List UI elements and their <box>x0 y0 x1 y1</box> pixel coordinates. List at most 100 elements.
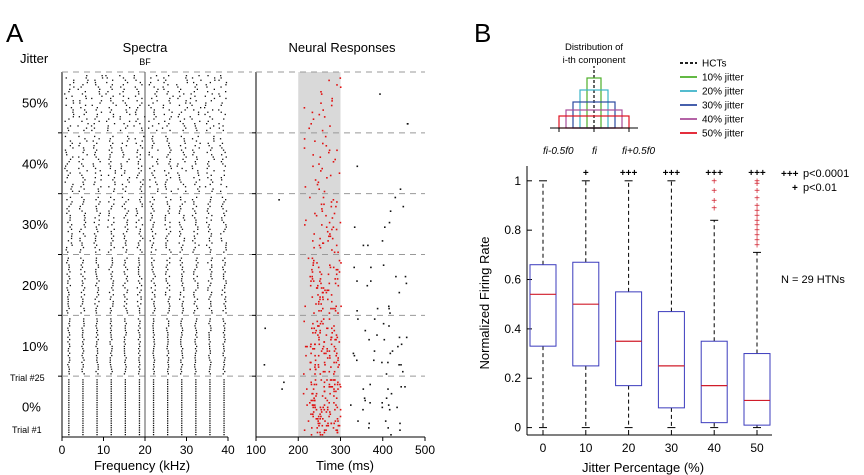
spectral-dot <box>110 418 112 420</box>
spectral-dot <box>110 296 112 298</box>
spectral-dot <box>96 350 99 352</box>
spectral-dot <box>223 118 225 120</box>
spectral-dot <box>83 373 85 375</box>
stim-spike <box>328 370 331 373</box>
spectral-dot <box>165 188 167 190</box>
spectral-dot <box>98 93 101 95</box>
spectral-dot <box>115 104 117 106</box>
outlier-marker: + <box>711 176 717 187</box>
spectral-dot <box>110 310 112 312</box>
spectral-dot <box>93 242 95 244</box>
spectral-dot <box>68 291 70 294</box>
spectral-dot <box>121 149 123 151</box>
spectral-dot <box>210 303 212 305</box>
spectral-dot <box>137 305 139 307</box>
spectral-dot <box>82 147 85 149</box>
spectral-dot <box>91 97 93 100</box>
spectral-dot <box>225 312 227 314</box>
stim-spike <box>314 354 316 357</box>
spectral-dot <box>124 102 126 104</box>
spectral-dot <box>209 404 211 406</box>
spectral-dot <box>125 244 127 246</box>
spectral-dot <box>110 390 112 392</box>
spectral-dot <box>206 244 208 246</box>
spectral-dot <box>120 165 123 167</box>
spectral-dot <box>210 305 212 307</box>
spectral-dot <box>82 406 84 408</box>
spectral-dot <box>222 368 224 370</box>
stim-spike <box>312 154 314 156</box>
spectral-dot <box>165 174 167 176</box>
spectral-dot <box>67 364 69 366</box>
stim-spike <box>336 201 338 203</box>
spectral-dot <box>81 210 83 212</box>
stim-spike <box>328 312 331 314</box>
spectral-dot <box>135 109 138 111</box>
spectral-dot <box>68 379 70 381</box>
stim-spike <box>317 294 319 296</box>
stim-spike <box>333 395 335 397</box>
spectral-dot <box>84 179 86 181</box>
stim-spike <box>333 370 336 373</box>
spectral-dot <box>138 408 141 411</box>
stim-spike <box>312 411 315 413</box>
spectral-dot <box>110 366 112 368</box>
spectral-dot <box>68 411 70 413</box>
stim-spike <box>336 149 338 152</box>
spectral-dot <box>95 235 97 237</box>
spectral-dot <box>138 431 141 433</box>
spectral-dot <box>96 404 98 406</box>
spectral-dot <box>207 142 209 144</box>
spectral-dot <box>223 334 226 336</box>
spectral-dot <box>83 307 85 310</box>
spectral-dot <box>153 310 156 312</box>
spectral-dot <box>207 91 209 93</box>
spectral-dot <box>124 422 126 424</box>
spectral-dot <box>98 249 101 251</box>
spectral-dot <box>152 379 155 381</box>
spectral-dot <box>221 142 224 144</box>
stim-spike <box>326 348 328 350</box>
spectral-dot <box>190 93 192 95</box>
spectral-dot <box>209 201 211 203</box>
spectral-dot <box>95 312 98 314</box>
spectral-dot <box>65 77 67 79</box>
stim-spike <box>322 242 324 244</box>
spectral-dot <box>127 97 130 100</box>
stim-spike <box>320 282 322 285</box>
spectral-dot <box>225 210 228 212</box>
stim-spike <box>321 395 324 397</box>
spectral-dot <box>92 163 94 165</box>
stim-spike <box>320 102 322 104</box>
spectral-dot <box>152 406 155 408</box>
spontaneous-spike <box>283 381 285 384</box>
spectral-dot <box>139 327 141 329</box>
late-spike <box>352 352 355 355</box>
spectral-dot <box>111 370 113 373</box>
x-tick-label: 30 <box>665 441 679 455</box>
spectral-dot <box>197 228 199 230</box>
spectral-dot <box>82 399 84 401</box>
spectral-dot <box>139 81 141 84</box>
spectral-dot <box>82 341 84 343</box>
stim-spike <box>322 196 325 199</box>
spectral-dot <box>110 334 112 336</box>
late-spike <box>387 404 390 406</box>
spectral-dot <box>152 392 155 395</box>
spectral-dot <box>122 233 125 235</box>
spectral-dot <box>138 366 140 368</box>
spectral-dot <box>138 404 141 406</box>
spectral-dot <box>77 125 79 127</box>
spectral-dot <box>136 287 138 289</box>
spectral-dot <box>166 138 169 140</box>
legend-label: 10% jitter <box>702 73 744 84</box>
spectral-dot <box>82 246 85 249</box>
spectral-dot <box>194 268 196 271</box>
stim-spike <box>319 373 322 375</box>
spectral-dot <box>125 266 127 268</box>
spectral-dot <box>225 226 227 228</box>
spectral-dot <box>94 167 97 170</box>
spectral-dot <box>127 179 129 181</box>
spectral-dot <box>135 221 137 224</box>
spectral-dot <box>80 312 82 314</box>
